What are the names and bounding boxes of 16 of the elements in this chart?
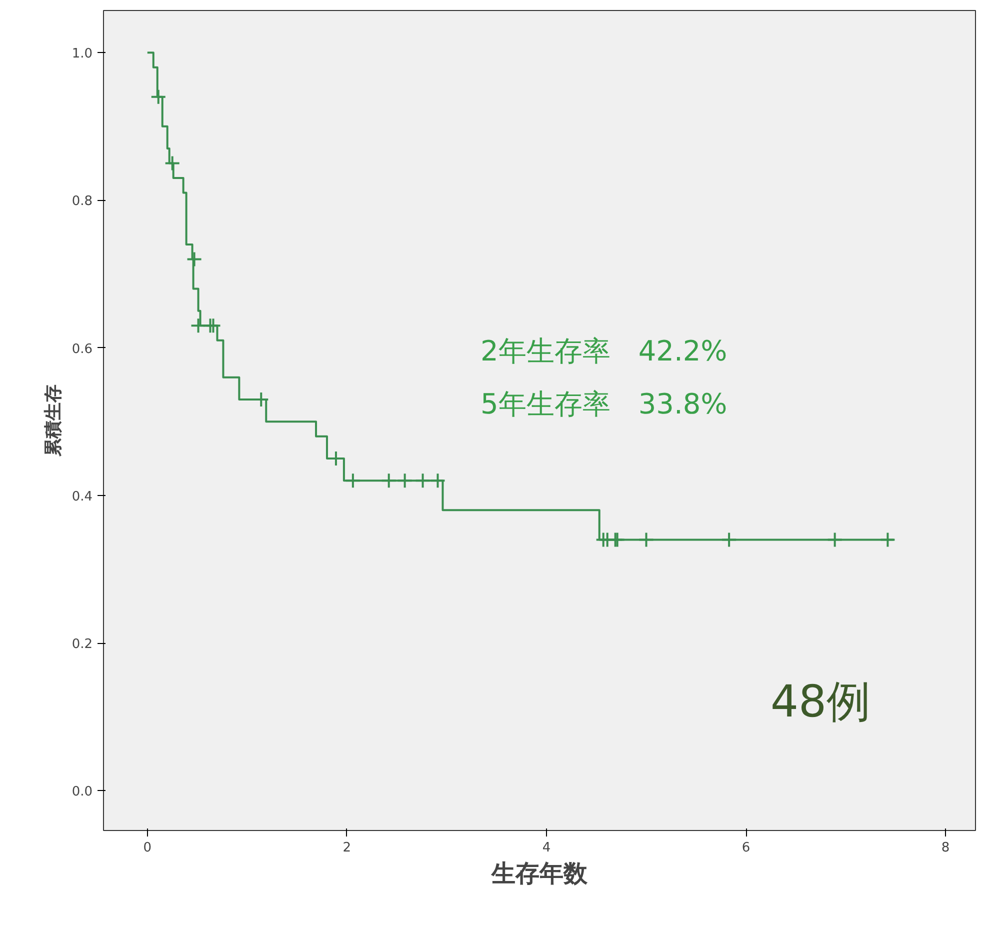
annotation: 48例 bbox=[770, 676, 870, 728]
annotation: 2年生存率 42.2% bbox=[480, 334, 728, 368]
y-tick-label: 0.8 bbox=[72, 194, 93, 210]
y-tick-label: 0.6 bbox=[72, 342, 93, 357]
y-axis-title: 累積生存 bbox=[42, 384, 64, 458]
y-tick-label: 1.0 bbox=[72, 46, 93, 62]
x-axis-title: 生存年数 bbox=[490, 860, 588, 888]
x-tick-label: 4 bbox=[542, 840, 551, 856]
y-tick-label: 0.4 bbox=[72, 489, 93, 504]
annotation: 5年生存率 33.8% bbox=[480, 388, 728, 420]
x-tick-label: 6 bbox=[742, 840, 750, 856]
x-tick-label: 0 bbox=[143, 840, 152, 856]
x-tick-label: 2 bbox=[342, 840, 352, 856]
x-tick-label: 8 bbox=[941, 840, 950, 856]
y-tick-label: 0.2 bbox=[72, 637, 93, 652]
y-tick-label: 0.0 bbox=[72, 784, 93, 800]
